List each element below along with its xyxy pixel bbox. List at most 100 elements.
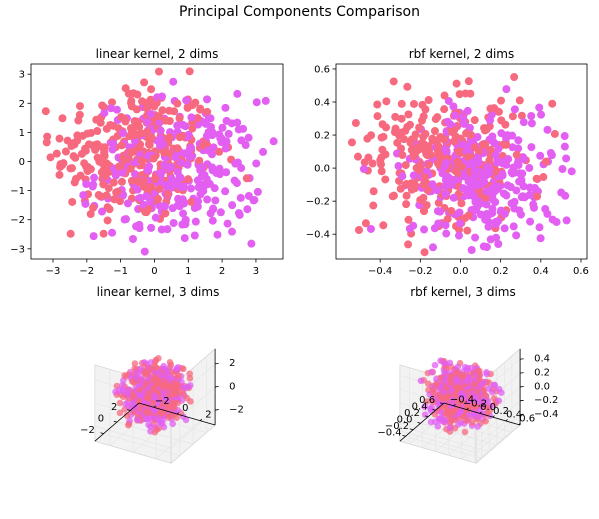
scatter-point [440,388,448,396]
scatter-point [488,184,497,193]
scatter-point [443,394,451,402]
scatter-point [480,177,489,186]
scatter-point [79,191,88,200]
scatter-point [359,165,368,174]
scatter-point [562,216,571,225]
scatter-point [488,204,497,213]
scatter-point [83,129,92,138]
scatter-point [369,187,378,196]
scatter-point [431,361,439,369]
scatter-point [55,170,64,179]
scatter-point [105,205,114,214]
scatter-point [185,67,194,76]
scatter-point [441,221,450,230]
scatter-point [497,96,506,105]
scatter-point [163,189,172,198]
scatter-point [199,181,208,190]
scatter-point [460,119,469,128]
scatter-point [222,168,231,177]
x-tick-label: −0.4 [368,266,392,277]
scatter-point [183,160,192,169]
scatter-point [154,414,162,422]
x-tick-label: −0.4 [377,428,401,439]
scatter-point [404,215,413,224]
scatter-point [70,178,79,187]
scatter-point [536,234,545,243]
y-tick-label: −3 [10,244,25,255]
scatter-point [173,201,182,210]
scatter-point [449,193,458,202]
scatter-point [514,136,523,145]
scatter-point [485,156,494,165]
scatter-point [463,377,471,385]
scatter-point [420,173,429,182]
scatter-point [81,199,90,208]
scatter-point [185,152,194,161]
scatter-point [115,162,124,171]
scatter-point [463,226,472,235]
scatter-point [518,153,527,162]
scatter-point [398,151,407,160]
scatter-point [561,191,570,200]
grid-line [475,414,521,454]
scatter-point [167,174,176,183]
scatter-point [429,388,437,396]
scatter-point [247,239,256,248]
scatter-point [500,224,509,233]
scatter-point [106,104,115,113]
scatter-point [404,240,413,249]
scatter-point [147,85,156,94]
scatter-point [135,397,143,405]
scatter-point [394,162,403,171]
scatter-point [444,173,453,182]
scatter-point [100,109,109,118]
scatter-point [145,162,154,171]
scatter-point [151,213,160,222]
scatter-point [417,116,426,125]
scatter-point [397,99,406,108]
scatter-point [438,169,447,178]
y-tick-label: 3 [19,70,25,81]
scatter-point [428,368,436,376]
scatter-point [455,421,462,428]
scatter-point [208,131,217,140]
scatter-point [194,197,203,206]
scatter-point [465,398,472,406]
x-tick [127,409,131,411]
scatter-point [395,131,404,140]
scatter-point [423,142,432,151]
scatter-point [494,107,503,116]
scatter-points [417,357,505,436]
scatter-point [441,360,448,367]
y-tick-label: 0.0 [314,164,330,175]
scatter-point [109,178,118,187]
y-tick-label: −2 [155,396,170,407]
scatter-point [368,159,377,168]
scatter-point [190,231,199,240]
grid-line [412,429,490,453]
scatter-point [402,191,411,200]
scatter-point [232,179,241,188]
scatter-point [430,126,439,135]
x-tick-label: 0.0 [453,266,469,277]
scatter-point [481,193,490,202]
scatter-point [112,105,121,114]
grid-line [405,435,482,459]
scatter-point [491,151,500,160]
scatter-point [142,380,150,387]
scatter-point [526,217,535,226]
scatter-points [112,354,194,436]
scatter-point [154,67,163,76]
scatter-point [491,217,500,226]
scatter-point [440,181,449,190]
scatter-point [180,365,187,373]
scatter-point [432,418,439,426]
scatter-point [208,166,217,175]
scatter-point [130,137,139,146]
x-tick [432,408,436,411]
scatter-point [463,106,472,115]
scatter-point [239,124,248,133]
scatter-point [405,120,414,129]
scatter-point [102,191,111,200]
